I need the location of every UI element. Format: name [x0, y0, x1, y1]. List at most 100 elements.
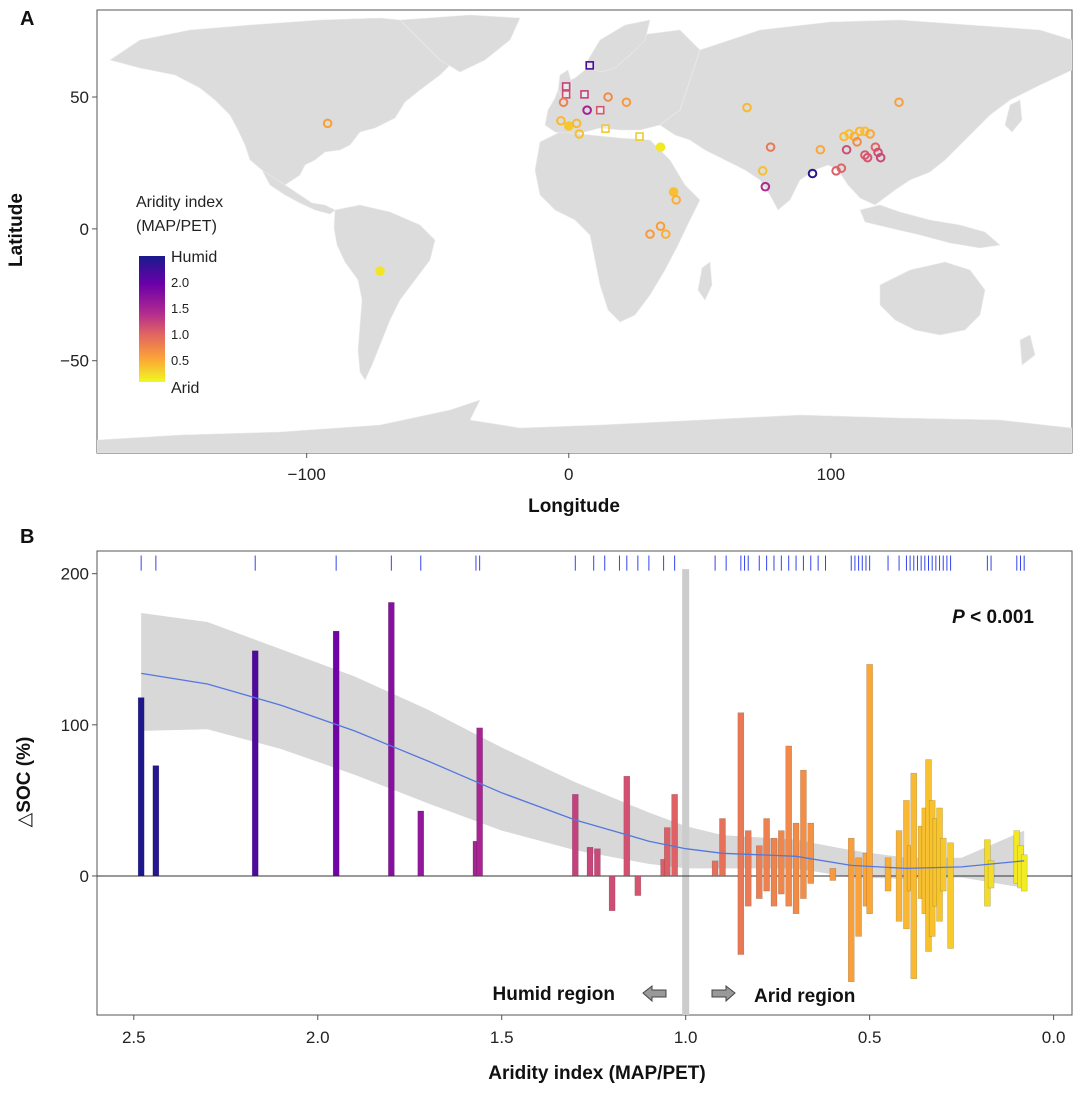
bar-x-axis-title: Aridity index (MAP/PET) — [488, 1063, 705, 1084]
land-central-america — [261, 169, 336, 215]
soc-bar — [332, 630, 340, 877]
land-japan — [1004, 99, 1023, 133]
land-southeast-asia-islands — [859, 204, 1001, 249]
map-x-axis-title: Longitude — [528, 496, 620, 517]
site-point-circle — [571, 118, 582, 129]
soc-bar — [778, 830, 785, 895]
confidence-band — [141, 613, 1025, 888]
bar-x-tick-label: 2.5 — [122, 1028, 146, 1047]
soc-bar — [476, 727, 483, 877]
site-point-circle — [660, 229, 671, 239]
land-masses — [97, 14, 1072, 453]
site-point-circle — [668, 187, 679, 197]
soc-bar — [719, 818, 726, 877]
soc-bar — [671, 794, 678, 877]
soc-bar-panel: 2.5 2.0 1.5 1.0 0.5 0.0 200 100 0 P < 0.001 Humi… — [14, 550, 1073, 1084]
world-map-panel: −100 0 100 50 0 −50 Aridity index (MAP/PET) H… — [6, 9, 1073, 517]
soc-bar — [152, 765, 160, 877]
site-point-square — [601, 124, 610, 133]
bar-x-tick-label: 0.5 — [858, 1028, 882, 1047]
land-north-america — [109, 17, 456, 186]
site-point-circle — [375, 266, 385, 276]
map-y-axis-title: Latitude — [6, 193, 27, 267]
soc-bar — [910, 772, 918, 979]
soc-bar — [939, 837, 947, 892]
land-asia — [659, 19, 1072, 211]
soc-bar — [866, 664, 873, 914]
soc-bar — [847, 837, 855, 982]
soc-bar — [711, 860, 719, 877]
site-point-circle — [865, 129, 875, 139]
site-point-square — [561, 90, 571, 99]
soc-bar — [829, 868, 837, 881]
bar-y-axis-title: △SOC (%) — [14, 737, 35, 828]
bar-plot-frame — [96, 550, 1073, 1016]
land-new-zealand — [1019, 334, 1036, 366]
soc-bar — [594, 848, 601, 877]
bar-x-tick-label: 0.0 — [1042, 1028, 1066, 1047]
legend-tick-1-0: 1.0 — [171, 327, 189, 342]
soc-bar — [737, 712, 745, 955]
soc-bar — [807, 822, 815, 884]
soc-bar — [664, 827, 671, 877]
map-site-points — [322, 61, 904, 276]
bar-axis-ticks: 2.5 2.0 1.5 1.0 0.5 0.0 200 100 0 — [61, 565, 1066, 1047]
site-point-square — [595, 105, 605, 115]
soc-bar — [792, 822, 800, 914]
region-divider — [682, 569, 690, 1015]
site-point-circle — [558, 97, 569, 108]
soc-bar — [388, 602, 395, 877]
map-axis-ticks: −100 0 100 50 0 −50 — [60, 88, 845, 484]
bar-x-tick-label: 1.0 — [674, 1028, 698, 1047]
site-point-circle — [655, 221, 666, 232]
soc-bar — [756, 845, 763, 899]
soc-bar — [785, 745, 792, 907]
land-madagascar — [697, 261, 713, 301]
soc-bar — [800, 769, 807, 899]
soc-bar — [586, 846, 594, 877]
bar-y-tick-label: 100 — [61, 716, 89, 735]
bar-y-tick-label: 0 — [80, 867, 89, 886]
site-point-circle — [807, 168, 818, 179]
map-y-tick-label: 50 — [70, 88, 89, 107]
panel-b-label: B — [20, 526, 35, 548]
legend-tick-1-5: 1.5 — [171, 301, 189, 316]
bar-x-tick-label: 1.5 — [490, 1028, 514, 1047]
site-point-square — [585, 61, 595, 70]
site-point-circle — [854, 126, 865, 137]
panel-a-label: A — [20, 8, 35, 30]
humid-region-label: Humid region — [493, 984, 615, 1005]
map-y-tick-label: 0 — [80, 220, 89, 239]
site-point-square — [635, 132, 644, 141]
arid-arrow-icon — [711, 984, 736, 1003]
soc-bar — [608, 875, 616, 911]
rug-marks — [140, 555, 1025, 571]
site-point-square — [561, 82, 571, 91]
aridity-legend: Aridity index (MAP/PET) Humid 2.0 1.5 1.… — [136, 194, 223, 397]
legend-color-bar — [139, 256, 165, 382]
smooth-fit-line — [141, 672, 1025, 870]
land-scandinavia — [584, 19, 651, 73]
soc-bar — [947, 842, 954, 949]
site-point-circle — [765, 142, 776, 152]
site-point-circle — [894, 97, 904, 108]
map-y-tick-label: −50 — [60, 352, 89, 371]
site-point-circle — [852, 137, 862, 147]
soc-bar — [744, 830, 752, 907]
bar-y-tick-label: 200 — [61, 565, 89, 584]
site-point-circle — [875, 152, 886, 163]
arid-region-label: Arid region — [754, 986, 855, 1007]
soc-bar — [895, 830, 903, 922]
soc-bar — [634, 875, 642, 896]
legend-humid-label: Humid — [171, 249, 217, 266]
site-point-circle — [815, 144, 826, 155]
land-antarctica — [97, 399, 1072, 453]
map-x-tick-label: −100 — [288, 465, 326, 484]
land-south-america — [333, 204, 436, 381]
site-point-circle — [603, 92, 613, 102]
site-point-circle — [860, 150, 870, 160]
site-point-circle — [836, 163, 847, 174]
soc-bar — [623, 775, 631, 877]
land-greenland — [399, 14, 521, 73]
humid-arrow-icon — [642, 984, 667, 1003]
